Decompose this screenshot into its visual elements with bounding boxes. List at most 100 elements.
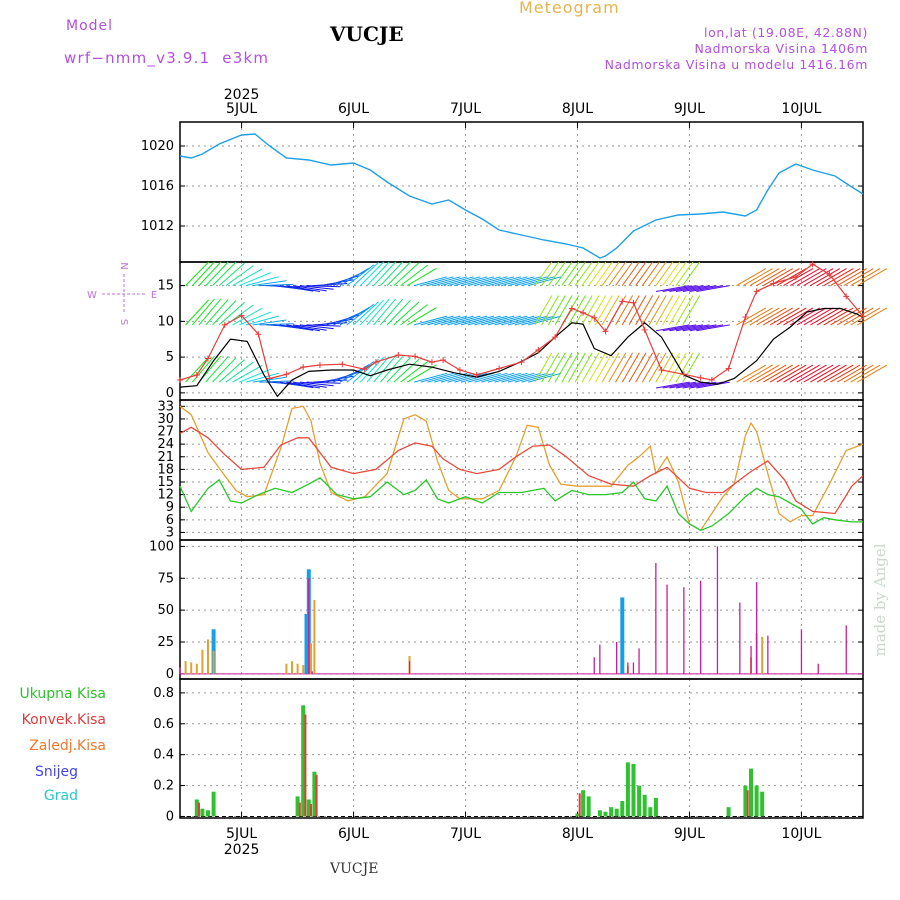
wind-arrow (507, 372, 542, 383)
wind-arrow (615, 261, 634, 286)
wind-speed-point (680, 371, 687, 378)
y-tick-label: 1020 (141, 139, 174, 154)
wind-arrow (669, 285, 703, 292)
mid-cloud-bar (207, 639, 209, 674)
wind-speed-point (255, 331, 262, 338)
wind-speed-point (770, 280, 777, 287)
wind-arrow (655, 381, 690, 389)
wind-speed-point (428, 359, 435, 366)
low-cloud-bar (311, 671, 313, 674)
wind-arrow (561, 352, 580, 383)
wind-arrow (279, 324, 314, 331)
wind-arrow (574, 261, 593, 286)
x-axis-labels: 5JUL 5JUL 6JUL 6JUL 7JUL 7JUL 8JUL 8JUL 9JUL 9JUL… (224, 87, 822, 858)
wind-arrow (413, 276, 448, 287)
total-precip-bar (625, 762, 630, 817)
wind-arrow (574, 352, 593, 383)
wind-arrow (299, 381, 334, 387)
wind-arrow (769, 307, 800, 326)
wind-arrow (635, 295, 654, 326)
wind-arrow (467, 372, 501, 383)
panel-frame (179, 678, 864, 819)
wind-arrow (467, 315, 501, 326)
year-label-bottom: 2025 (224, 842, 260, 858)
wind-arrow (427, 276, 461, 287)
wind-arrow (554, 261, 573, 286)
y-tick-label: 75 (157, 571, 174, 586)
wind-arrow (474, 315, 508, 326)
wind-arrow (675, 352, 694, 383)
wind-speed-point (809, 261, 816, 268)
mid-cloud-bar (201, 649, 204, 674)
wind-arrow (252, 319, 287, 326)
wind-arrow (407, 364, 437, 383)
y-tick-label: 10 (157, 314, 174, 329)
wind-arrow (460, 276, 495, 287)
wind-arrow (810, 307, 841, 326)
wind-arrow (581, 295, 600, 326)
wind-arrow (293, 324, 327, 331)
wind-arrow (736, 307, 767, 326)
wind-arrow (279, 285, 314, 292)
wind-arrow (380, 261, 404, 286)
total-precip-bar (211, 791, 216, 817)
wind-arrow (588, 261, 607, 286)
y-tick-label: 27 (157, 425, 174, 440)
y-tick-label: 0.6 (153, 717, 174, 732)
wind-arrow (373, 261, 396, 286)
wind-arrow (386, 261, 411, 286)
wind-arrow (763, 268, 794, 287)
total-precip-bar (609, 807, 614, 817)
y-tick-label: 6 (166, 513, 174, 528)
wind-arrow (191, 355, 215, 383)
wind-arrow (803, 307, 834, 326)
compass-west: W (87, 290, 97, 301)
wind-arrow (420, 372, 454, 383)
y-tick-label: 100 (149, 539, 174, 554)
total-precip-bar (301, 705, 306, 817)
wind-arrow (400, 264, 429, 286)
y-tick-label: 1016 (141, 179, 174, 194)
wind-arrow (655, 261, 674, 286)
high-cloud-bar (304, 614, 309, 674)
wind-arrow (212, 300, 237, 326)
wind-arrow (635, 261, 654, 286)
wind-arrow (810, 268, 841, 287)
wind-arrow (386, 299, 411, 326)
y-tick-label: 18 (157, 462, 174, 477)
wind-arrow (655, 324, 690, 332)
low-cloud-bar (638, 648, 640, 674)
mid-cloud-bar (195, 663, 198, 674)
y-tick-label: 25 (157, 635, 174, 650)
y-tick-label: 0 (166, 809, 174, 824)
wind-arrow (413, 372, 448, 383)
wind-arrow (662, 285, 697, 292)
wind-arrow (481, 276, 515, 287)
low-cloud-bar (308, 578, 310, 674)
total-precip-bar (597, 810, 602, 817)
wind-arrow (434, 315, 468, 326)
y-tick-label: 0.8 (153, 686, 174, 701)
conv-precip-bar (310, 804, 312, 817)
panel-frame (179, 121, 864, 263)
conv-precip-bar (578, 793, 581, 817)
x-tick-label-top: 8JUL (562, 101, 593, 117)
wind-arrow (339, 306, 370, 326)
x-tick-label-bottom: 8JUL (562, 826, 593, 842)
low-cloud-bar (767, 635, 769, 674)
low-cloud-bar (616, 642, 618, 674)
total-precip-bar (586, 796, 591, 817)
wind-speed-point (725, 365, 732, 372)
low-cloud-bar (627, 662, 629, 674)
wind-arrow (293, 285, 327, 292)
wind-arrow (541, 295, 560, 326)
wind-arrow (212, 357, 237, 383)
wind-arrow (259, 283, 294, 287)
wind-arrow (662, 295, 681, 326)
wind-arrow (205, 261, 229, 286)
wind-arrow (689, 285, 724, 292)
elevation: Nadmorska Visina 1406m (694, 41, 868, 56)
